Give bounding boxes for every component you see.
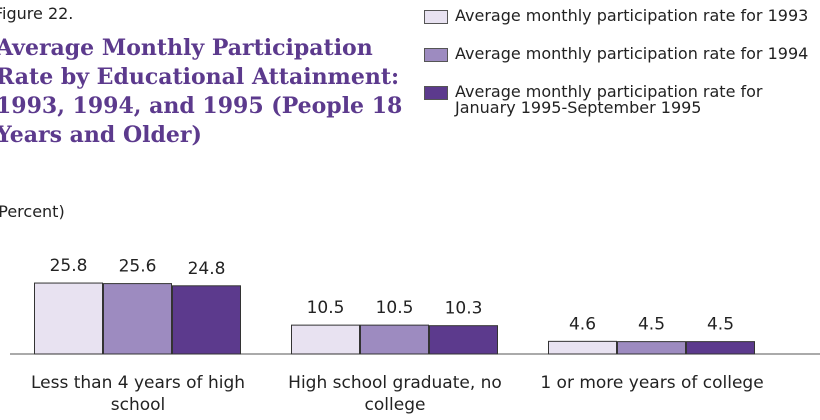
bar: [686, 341, 755, 355]
value-label: 24.8: [188, 259, 226, 279]
x-tick-label: 1 or more years of college: [540, 373, 764, 393]
chart-title: Average Monthly Participation Rate by Ed…: [0, 35, 403, 148]
legend-swatch: [424, 48, 448, 62]
bar: [617, 341, 686, 355]
bar: [291, 324, 360, 355]
legend-label: Average monthly participation rate for 1…: [455, 6, 809, 25]
value-label: 25.6: [119, 257, 157, 277]
value-label: 10.3: [445, 299, 483, 319]
bar: [103, 283, 172, 355]
bar: [548, 340, 617, 355]
figure-label: Figure 22.: [0, 4, 74, 23]
legend-label: Average monthly participation rate for 1…: [455, 44, 809, 63]
x-tick-label: Less than 4 years of high school: [30, 373, 246, 415]
value-label: 4.5: [707, 315, 734, 335]
bar: [360, 324, 429, 355]
bar: [172, 285, 241, 355]
x-tick-label: High school graduate, no college: [288, 373, 502, 415]
bar: [34, 282, 103, 355]
value-label: 25.8: [50, 256, 88, 276]
value-label: 10.5: [376, 298, 414, 318]
legend-swatch: [424, 86, 448, 100]
value-label: 4.6: [569, 314, 596, 334]
subtitle: (Percent): [0, 202, 65, 221]
legend-label: Average monthly participation rate for J…: [455, 82, 763, 117]
legend-swatch: [424, 10, 448, 24]
value-label: 4.5: [638, 315, 665, 335]
bar: [429, 325, 498, 355]
value-label: 10.5: [307, 298, 345, 318]
